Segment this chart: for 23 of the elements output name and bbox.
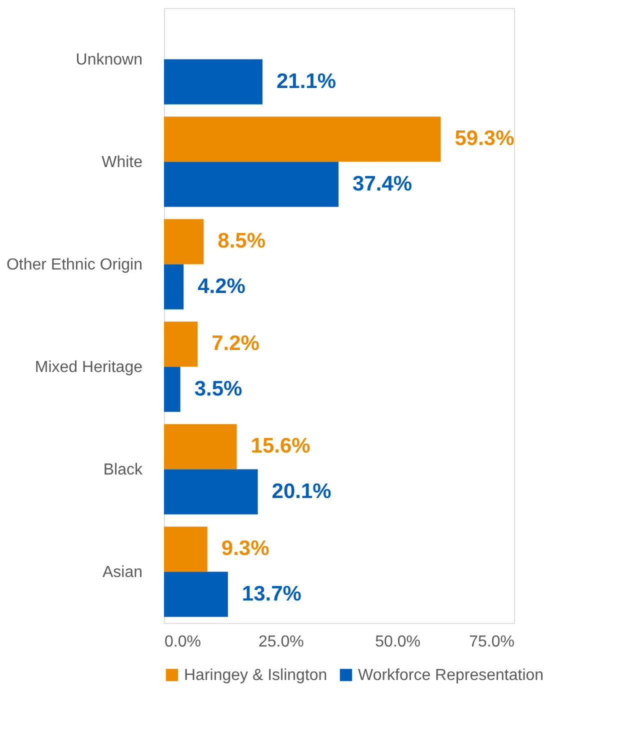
data-label: 15.6% [250,434,311,458]
x-tick-label: 25.0% [258,634,304,650]
data-label: 59.3% [454,127,515,150]
y-tick-label: Mixed Heritage [34,358,143,376]
y-tick-label: Asian [102,564,142,581]
data-label: 3.5% [194,377,243,400]
x-tick-label: 50.0% [375,634,421,650]
y-tick-label: Unknown [76,51,142,68]
data-label: 9.3% [221,537,270,560]
data-label: 21.1% [276,70,336,93]
data-label: 8.5% [218,230,266,253]
x-tick-label: 75.0% [469,634,514,650]
data-label: 7.2% [212,332,260,356]
data-label: 4.2% [198,274,246,298]
x-tick-label: 0.0% [164,634,201,650]
y-tick-label: Black [103,461,144,478]
y-tick-label: Other Ethnic Origin [6,256,142,274]
data-label: 13.7% [242,582,302,606]
data-label: 20.1% [272,480,332,503]
legend-label: Workforce Representation [358,667,544,684]
data-label: 37.4% [352,172,412,196]
y-tick-label: White [102,154,143,171]
legend-label: Haringey & Islington [184,667,328,684]
